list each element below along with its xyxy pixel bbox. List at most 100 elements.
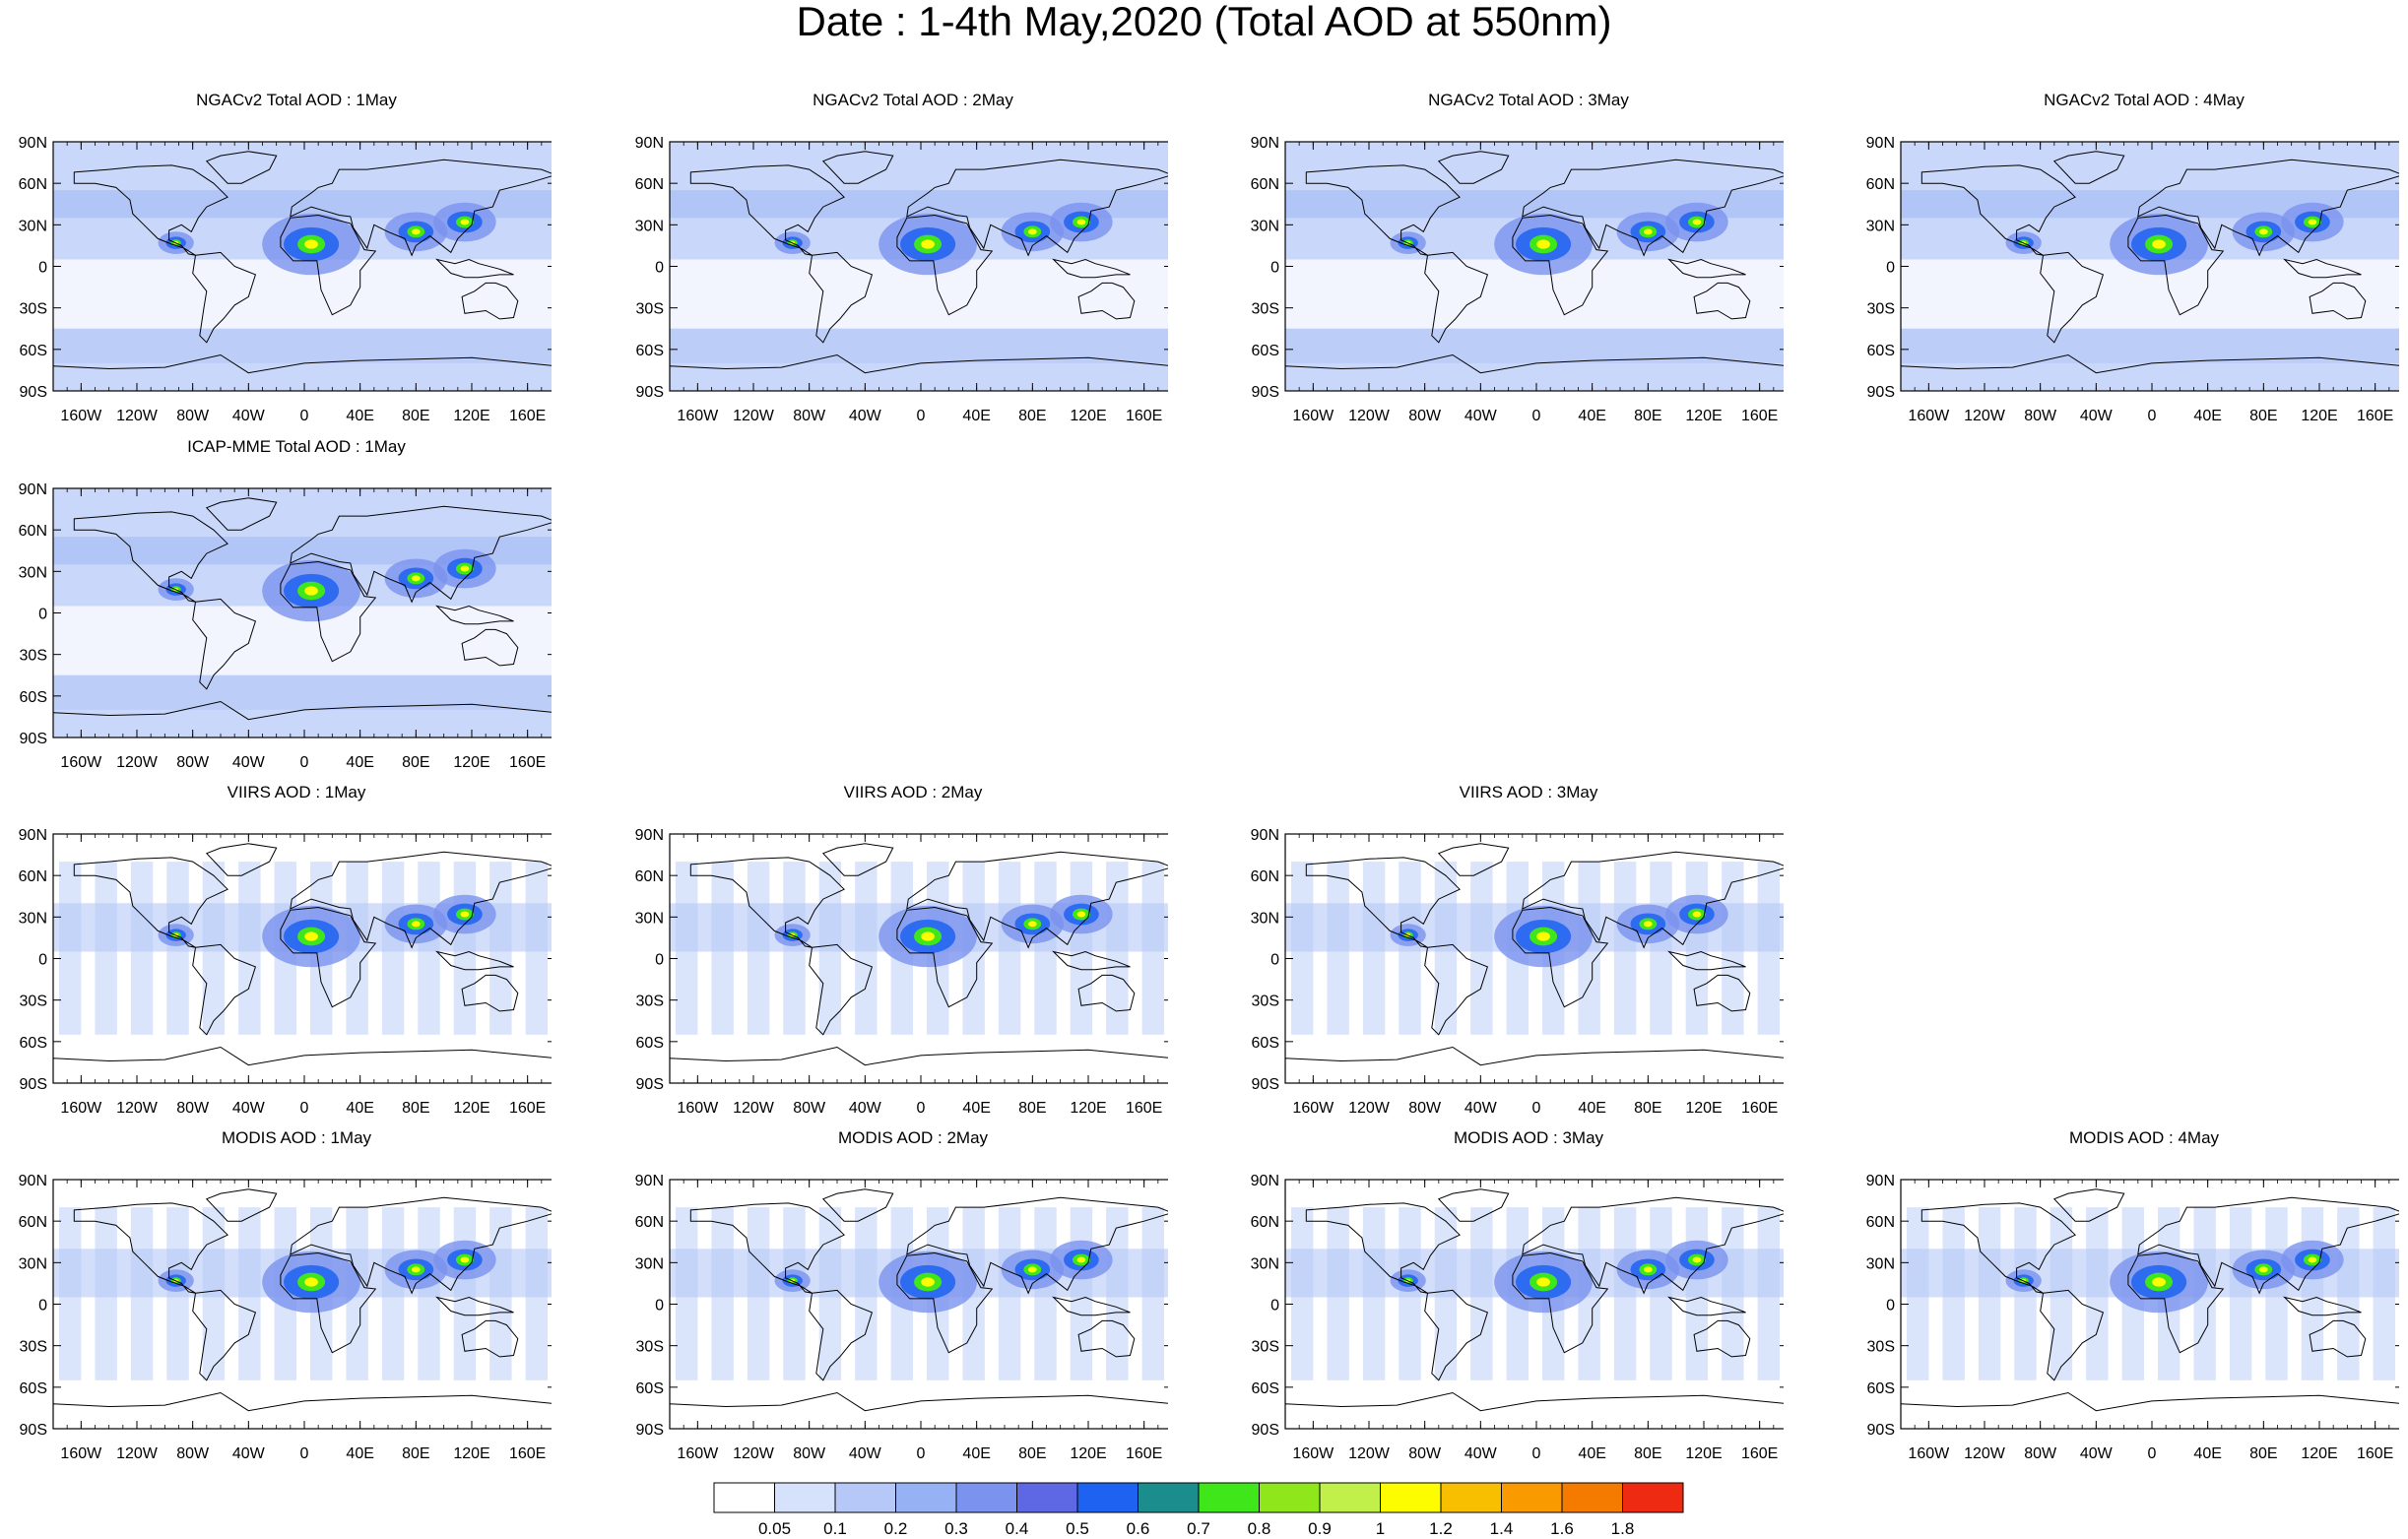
longitude-label: 120E <box>2301 408 2337 424</box>
latitude-label: 30S <box>1252 301 1279 318</box>
latitude-label: 60N <box>19 868 47 885</box>
latitude-label: 90N <box>19 135 47 152</box>
latitude-label: 60S <box>20 1035 47 1052</box>
coastline-australia <box>461 628 519 667</box>
longitude-label: 160W <box>677 1445 719 1462</box>
panel-title: VIIRS AOD : 3May <box>1459 783 1598 802</box>
latitude-label: 0 <box>1270 260 1279 277</box>
coastline-greenland <box>1437 151 1510 184</box>
longitude-label: 120W <box>1348 1100 1391 1117</box>
longitude-label: 160E <box>1126 1445 1162 1462</box>
map-panel: MODIS AOD : 1May 160W 120W 80W 40W 0 40E 80E 120… <box>0 1124 552 1464</box>
coastline-greenland <box>205 497 278 531</box>
longitude-label: 160W <box>60 408 102 424</box>
colorbar-swatch <box>774 1482 836 1513</box>
coastline-greenland <box>2052 151 2125 184</box>
latitude-label: 30S <box>20 301 47 318</box>
longitude-label: 40W <box>1464 1445 1498 1462</box>
longitude-label: 80E <box>1634 1445 1661 1462</box>
coastline-antarctica <box>1285 353 1784 391</box>
latitude-label: 30N <box>19 1255 47 1272</box>
latitude-label: 90S <box>20 1422 47 1439</box>
coastline-greenland <box>205 151 278 184</box>
coastline-australia <box>461 1319 519 1358</box>
coastline-maritime <box>2282 258 2362 279</box>
coastline-africa <box>896 906 994 1008</box>
coastline-europe-asia <box>290 159 552 257</box>
map-panel: ICAP-MME Total AOD : 1May 160W 120W 80W 40W 0… <box>0 433 552 773</box>
coastline-africa <box>280 906 377 1008</box>
latitude-label: 90S <box>1867 1422 1895 1439</box>
coastline-europe-asia <box>906 1196 1168 1295</box>
latitude-label: 30S <box>20 994 47 1010</box>
aod-field <box>670 834 1168 1083</box>
coastline-greenland <box>205 1188 278 1222</box>
latitude-label: 0 <box>655 260 664 277</box>
map-panel: MODIS AOD : 4May 160W 120W 80W 40W 0 40E 80E 120… <box>1848 1124 2399 1464</box>
latitude-label: 30S <box>1867 301 1895 318</box>
longitude-label: 160E <box>509 1100 546 1117</box>
coastline-greenland <box>2052 1188 2125 1222</box>
coastline-antarctica <box>1901 353 2399 391</box>
latitude-label: 30N <box>635 218 664 234</box>
latitude-label: 30S <box>1867 1339 1895 1356</box>
longitude-label: 0 <box>300 1100 309 1117</box>
coastline-africa <box>2127 1251 2225 1354</box>
coastline-antarctica <box>670 1391 1168 1429</box>
map-panel: VIIRS AOD : 2May 160W 120W 80W 40W 0 40E 80E 120… <box>617 779 1168 1119</box>
coastline-antarctica <box>53 353 552 391</box>
longitude-label: 0 <box>2148 1445 2157 1462</box>
coastline-antarctica <box>1285 1391 1784 1429</box>
coastline-australia <box>1077 974 1136 1012</box>
longitude-label: 40E <box>2193 408 2221 424</box>
latitude-label: 90N <box>635 827 664 844</box>
map-panel: MODIS AOD : 2May 160W 120W 80W 40W 0 40E 80E 120… <box>617 1124 1168 1464</box>
latitude-label: 60N <box>1251 868 1279 885</box>
longitude-label: 160W <box>1908 408 1950 424</box>
latitude-label: 30S <box>636 994 664 1010</box>
longitude-label: 80W <box>793 408 826 424</box>
coastline-europe-asia <box>290 851 552 949</box>
aod-field <box>1901 142 2399 391</box>
longitude-label: 160W <box>60 754 102 771</box>
longitude-label: 120E <box>453 408 489 424</box>
coastline-maritime <box>1666 1296 1746 1316</box>
longitude-label: 80W <box>793 1100 826 1117</box>
coastline-australia <box>1077 282 1136 320</box>
latitude-label: 30S <box>20 1339 47 1356</box>
coastline-maritime <box>434 605 514 625</box>
longitude-label: 160E <box>509 408 546 424</box>
panel-title: VIIRS AOD : 1May <box>227 783 366 802</box>
latitude-label: 60N <box>19 176 47 193</box>
coastline-north-america <box>73 857 228 948</box>
colorbar-label: 0.05 <box>758 1519 791 1538</box>
colorbar-label: 0.1 <box>823 1519 847 1538</box>
longitude-label: 80W <box>1408 1100 1442 1117</box>
latitude-label: 90N <box>1866 1173 1895 1189</box>
latitude-label: 90N <box>1251 135 1279 152</box>
coastline-australia <box>1693 282 1751 320</box>
longitude-label: 0 <box>917 1100 926 1117</box>
colorbar-swatch <box>1380 1482 1442 1513</box>
longitude-label: 40E <box>346 1100 373 1117</box>
coastline-north-america <box>1305 164 1461 256</box>
coastline-south-america <box>1424 1289 1489 1381</box>
coastline-antarctica <box>53 1046 552 1083</box>
coastline-australia <box>461 282 519 320</box>
latitude-label: 90S <box>1867 384 1895 401</box>
colorbar-swatch <box>1076 1482 1139 1513</box>
longitude-label: 0 <box>300 1445 309 1462</box>
longitude-label: 160W <box>677 1100 719 1117</box>
longitude-label: 40E <box>2193 1445 2221 1462</box>
latitude-label: 60S <box>1252 343 1279 359</box>
coastline-greenland <box>821 843 894 876</box>
coastline-south-america <box>809 1289 874 1381</box>
longitude-label: 80E <box>1634 1100 1661 1117</box>
coastline-north-america <box>689 857 845 948</box>
colorbar-label: 0.3 <box>944 1519 968 1538</box>
latitude-label: 90S <box>636 1076 664 1093</box>
longitude-label: 120W <box>733 408 775 424</box>
latitude-label: 90S <box>1252 1422 1279 1439</box>
coastline-maritime <box>434 1296 514 1316</box>
longitude-label: 40E <box>962 1100 990 1117</box>
